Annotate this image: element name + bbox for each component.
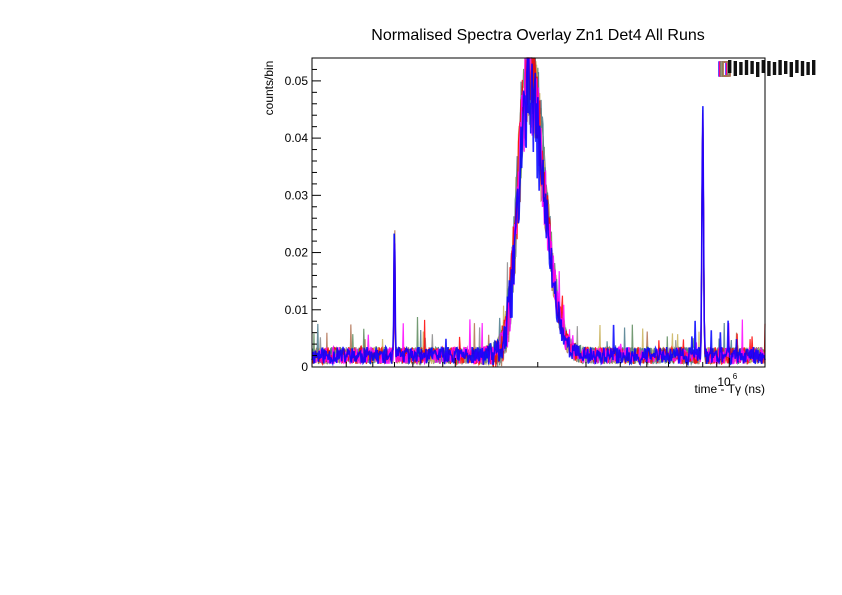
legend-entry-glyph [812,60,816,75]
legend-entry-glyph [744,60,749,75]
x-axis: 10 6 [311,358,738,389]
y-tick-label: 0.02 [285,246,309,260]
legend-entry-glyph [772,62,777,75]
legend-entry-glyph [795,60,799,73]
legend [718,59,816,77]
legend-entry-glyph [778,60,782,75]
y-tick-label: 0.01 [285,303,309,317]
x-tick-exponent: 6 [733,372,738,381]
legend-entry-glyph [789,62,793,77]
y-tick-label: 0.05 [285,74,309,88]
legend-entry-glyph [806,62,810,75]
y-axis: 0 0.01 0.02 0.03 0.04 0.05 [285,57,321,374]
legend-entry-glyph [739,62,743,75]
plot-frame [311,57,766,368]
legend-entry-glyph [728,60,732,73]
legend-entry-glyph [800,61,805,76]
legend-entry-glyph [784,61,788,74]
x-tick-label: 10 [717,375,731,389]
y-axis-label: counts/bin [262,61,276,116]
y-tick-label: 0 [301,360,308,374]
spectrum-line [311,57,766,367]
legend-entry-glyph [767,61,771,76]
legend-entry-glyph [733,61,737,76]
y-tick-label: 0.04 [285,131,309,145]
y-tick-label: 0.03 [285,188,309,202]
legend-entry-glyph [761,60,765,73]
legend-entry-glyph [750,61,754,74]
x-axis-label: time - Tγ (ns) [695,382,765,396]
legend-entry-glyph [756,62,760,77]
series-layer [311,57,766,368]
chart-title: Normalised Spectra Overlay Zn1 Det4 All … [371,27,704,44]
